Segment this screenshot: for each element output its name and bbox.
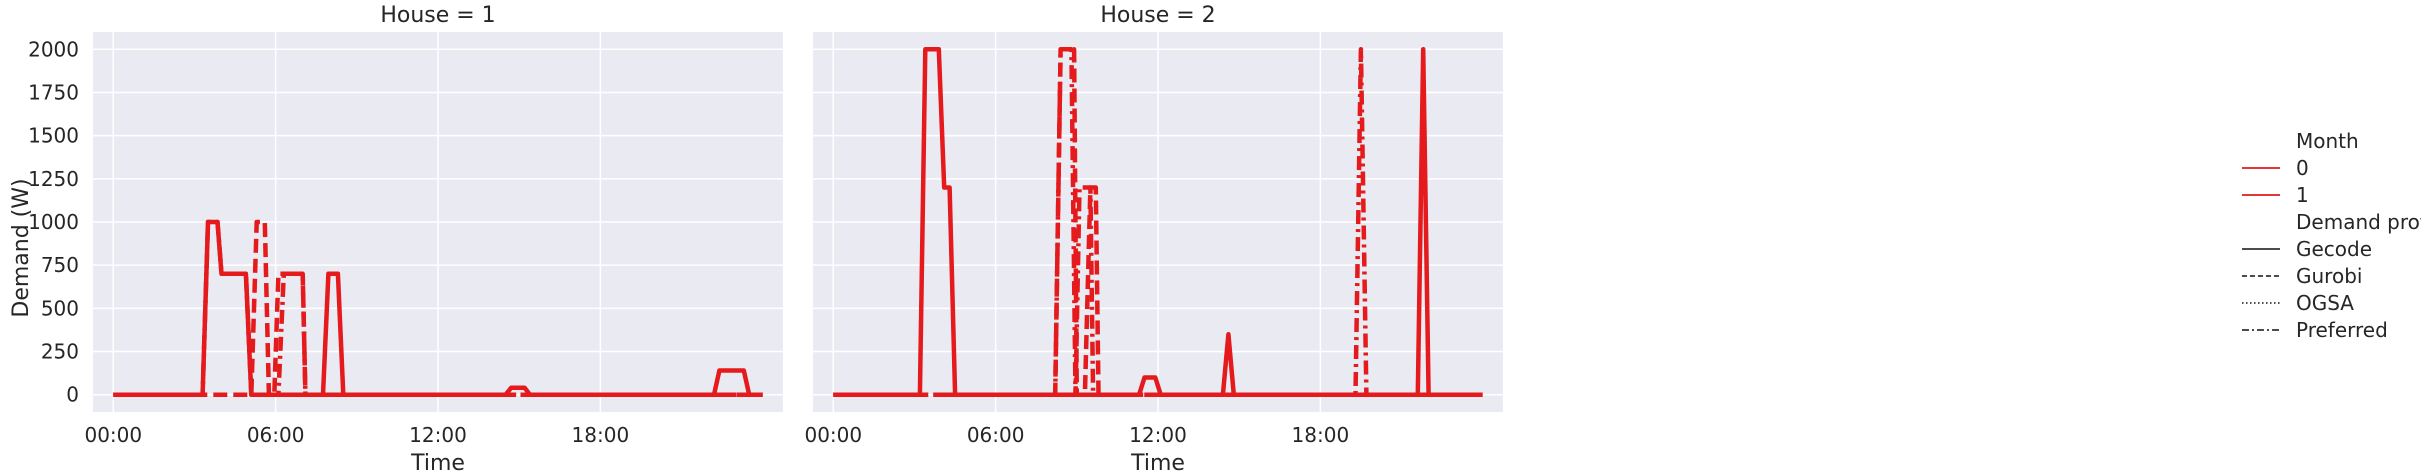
x-tick-label: 12:00	[1129, 423, 1187, 447]
y-tick-label: 2000	[28, 37, 79, 61]
y-axis-label: Demand (W)	[9, 178, 34, 317]
legend-entry: Gurobi	[2296, 264, 2362, 288]
x-axis-label: Time	[410, 451, 465, 476]
panel-house-1: 00:00 06:00 12:00 18:00 0 250 500 750 1000 1250 15…	[28, 3, 783, 476]
panel-title: House = 2	[1100, 3, 1215, 28]
y-tick-label: 1250	[28, 167, 79, 191]
legend-entry: 1	[2296, 183, 2309, 207]
y-tick-label: 250	[41, 340, 79, 364]
y-tick-label: 1000	[28, 210, 79, 234]
x-tick-label: 18:00	[572, 423, 630, 447]
legend-entry: 0	[2296, 156, 2309, 180]
panel-title: House = 1	[380, 3, 495, 28]
x-tick-label: 06:00	[247, 423, 305, 447]
legend-entry: OGSA	[2296, 291, 2354, 315]
series-line-preferred	[833, 47, 1483, 397]
x-tick-label: 00:00	[804, 423, 862, 447]
x-tick-label: 12:00	[409, 423, 467, 447]
legend-entry: Gecode	[2296, 237, 2372, 261]
legend-hue-title: Month	[2296, 129, 2359, 153]
legend-style-title: Demand profile	[2296, 210, 2421, 234]
legend-entry: Preferred	[2296, 318, 2388, 342]
legend: Month 0 1 Demand profile Gecode Gurobi OGSA Pre…	[2242, 129, 2421, 342]
x-axis-label: Time	[1130, 451, 1185, 476]
y-tick-label: 0	[66, 383, 79, 407]
y-tick-label: 500	[41, 296, 79, 320]
series-line-preferred	[113, 219, 763, 397]
x-tick-label: 06:00	[967, 423, 1025, 447]
x-tick-label: 00:00	[84, 423, 142, 447]
y-tick-label: 1750	[28, 80, 79, 104]
y-tick-label: 750	[41, 253, 79, 277]
x-tick-label: 18:00	[1292, 423, 1350, 447]
panel-house-2: 00:00 06:00 12:00 18:00 House = 2 Time	[804, 3, 1503, 476]
y-tick-label: 1500	[28, 124, 79, 148]
series-line-gurobi	[833, 47, 1483, 397]
series-line-gecode	[833, 47, 1483, 397]
